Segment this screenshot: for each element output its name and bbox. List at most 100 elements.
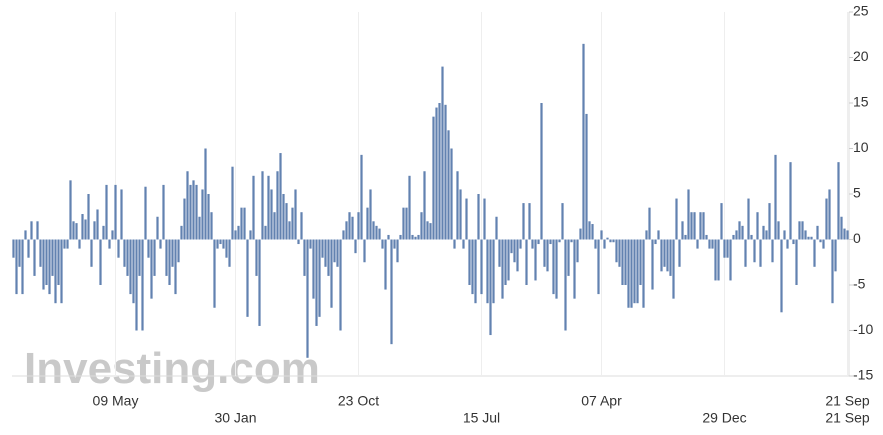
bar (273, 212, 276, 240)
bar (729, 239, 732, 281)
bar (297, 239, 300, 245)
bar (138, 239, 141, 276)
bar (684, 234, 687, 240)
bar (396, 239, 399, 263)
x-tick-label: 21 Sep (825, 393, 870, 409)
y-tick-label: 20 (853, 48, 869, 64)
bar (453, 239, 456, 249)
bar (354, 239, 357, 254)
bar (165, 239, 168, 276)
bar (291, 207, 294, 240)
bar (381, 239, 384, 249)
bar (93, 221, 96, 240)
x-tick-label: 29 Dec (702, 410, 746, 426)
bar (675, 198, 678, 240)
bar (270, 189, 273, 240)
bar (303, 239, 306, 276)
bar (519, 239, 522, 249)
bar (267, 175, 270, 240)
bar (528, 203, 531, 240)
bar (246, 239, 249, 317)
bar (516, 239, 519, 272)
bar (681, 221, 684, 240)
bar (573, 239, 576, 299)
bar (600, 230, 603, 240)
bar (723, 239, 726, 258)
bar (726, 239, 729, 258)
bar (327, 239, 330, 276)
bar (468, 239, 471, 285)
bar (537, 239, 540, 245)
bar (804, 230, 807, 240)
bar (222, 239, 225, 249)
bar (825, 198, 828, 240)
bar (765, 230, 768, 240)
bar (348, 212, 351, 240)
bar (78, 239, 81, 249)
bar (339, 239, 342, 331)
bar (309, 239, 312, 249)
bar (666, 239, 669, 272)
bar (189, 184, 192, 240)
bar (393, 239, 396, 249)
bar (384, 239, 387, 290)
bar (153, 239, 156, 276)
bar (315, 239, 318, 326)
bar (414, 236, 417, 240)
bar (54, 239, 57, 304)
bar (90, 239, 93, 267)
bar (72, 221, 75, 240)
bar (438, 103, 441, 240)
bar (498, 239, 501, 267)
bar (426, 221, 429, 240)
bar (312, 239, 315, 299)
bar (390, 239, 393, 345)
bar (669, 239, 672, 276)
bar (321, 239, 324, 258)
bar (597, 239, 600, 295)
bar (462, 239, 465, 249)
bar (411, 234, 414, 240)
bar (504, 239, 507, 285)
bar (234, 230, 237, 240)
bar (402, 207, 405, 240)
bar (417, 234, 420, 240)
bar (210, 212, 213, 240)
bar (441, 66, 444, 240)
bar (735, 230, 738, 240)
bar (702, 212, 705, 240)
bar (324, 239, 327, 267)
bar (771, 239, 774, 263)
bar (495, 216, 498, 240)
bar (540, 103, 543, 240)
bar (822, 239, 825, 249)
x-tick-label: 15 Jul (463, 410, 500, 426)
y-tick-label: 5 (853, 185, 861, 201)
bar (141, 239, 144, 331)
bar (663, 239, 666, 267)
bar (828, 189, 831, 240)
bar (741, 225, 744, 240)
bar (150, 239, 153, 299)
bar (732, 234, 735, 240)
bar (351, 216, 354, 240)
bar (639, 239, 642, 285)
x-tick-label: 23 Oct (338, 393, 379, 409)
bar (837, 162, 840, 240)
bar (780, 239, 783, 313)
bar (330, 239, 333, 308)
bar (510, 239, 513, 254)
bar (249, 230, 252, 240)
bar (129, 239, 132, 295)
bar (243, 207, 246, 240)
bar (636, 239, 639, 304)
bar (237, 225, 240, 240)
bar (279, 153, 282, 240)
bar (672, 239, 675, 299)
bar (690, 212, 693, 240)
bar (360, 154, 363, 240)
bar (603, 239, 606, 249)
bar (534, 239, 537, 281)
bar (168, 239, 171, 285)
bar (213, 239, 216, 308)
